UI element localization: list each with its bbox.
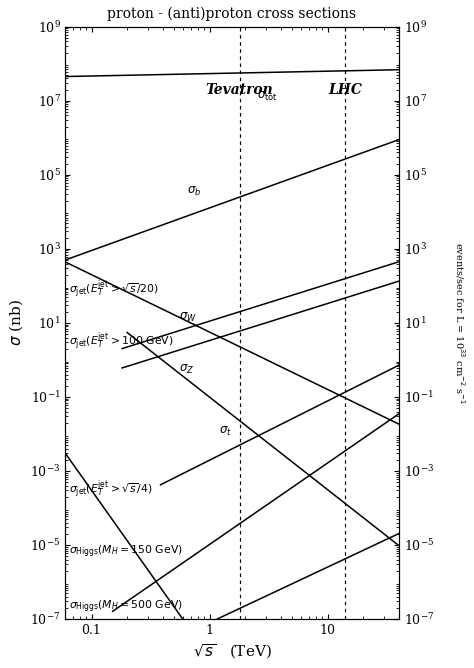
Text: $\sigma_{\rm jet}(E_T^{\rm jet} > 100\ {\rm GeV})$: $\sigma_{\rm jet}(E_T^{\rm jet} > 100\ {… [70,331,174,353]
Text: $\sigma_{\rm jet}(E_T^{\rm jet} > \sqrt{s}/20)$: $\sigma_{\rm jet}(E_T^{\rm jet} > \sqrt{… [70,279,159,301]
Text: $\sigma_b$: $\sigma_b$ [188,185,202,198]
Text: $\sigma_W$: $\sigma_W$ [179,311,197,324]
Y-axis label: events/sec for L = 10$^{33}$ cm$^{-2}$ s$^{-1}$: events/sec for L = 10$^{33}$ cm$^{-2}$ s… [453,242,467,404]
Text: $\sigma_{\rm tot}$: $\sigma_{\rm tot}$ [256,90,277,103]
Y-axis label: $\sigma$ (nb): $\sigma$ (nb) [7,299,25,346]
Text: $\sigma_Z$: $\sigma_Z$ [179,363,194,376]
Title: proton - (anti)proton cross sections: proton - (anti)proton cross sections [108,7,356,21]
Text: Tevatron: Tevatron [206,83,273,97]
Text: LHC: LHC [328,83,362,97]
Text: $\sigma_{\rm jet}(E_T^{\rm jet} > \sqrt{s}/4)$: $\sigma_{\rm jet}(E_T^{\rm jet} > \sqrt{… [70,480,153,502]
Text: $\sigma_{\rm Higgs}(M_H = 500\ {\rm GeV})$: $\sigma_{\rm Higgs}(M_H = 500\ {\rm GeV}… [70,599,183,615]
Text: $\sigma_{\rm Higgs}(M_H = 150\ {\rm GeV})$: $\sigma_{\rm Higgs}(M_H = 150\ {\rm GeV}… [70,543,183,560]
X-axis label: $\sqrt{s}$   (TeV): $\sqrt{s}$ (TeV) [192,643,272,661]
Text: $\sigma_t$: $\sigma_t$ [219,425,232,438]
